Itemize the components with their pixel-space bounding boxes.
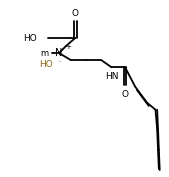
Text: HO: HO (39, 60, 52, 68)
Text: +: + (65, 44, 71, 50)
Text: O: O (72, 9, 79, 18)
Text: HN: HN (105, 72, 118, 81)
Text: ⁻: ⁻ (57, 59, 61, 68)
Text: m: m (40, 49, 48, 58)
Text: N: N (55, 48, 63, 58)
Text: O: O (122, 90, 129, 99)
Text: HO: HO (23, 34, 37, 42)
